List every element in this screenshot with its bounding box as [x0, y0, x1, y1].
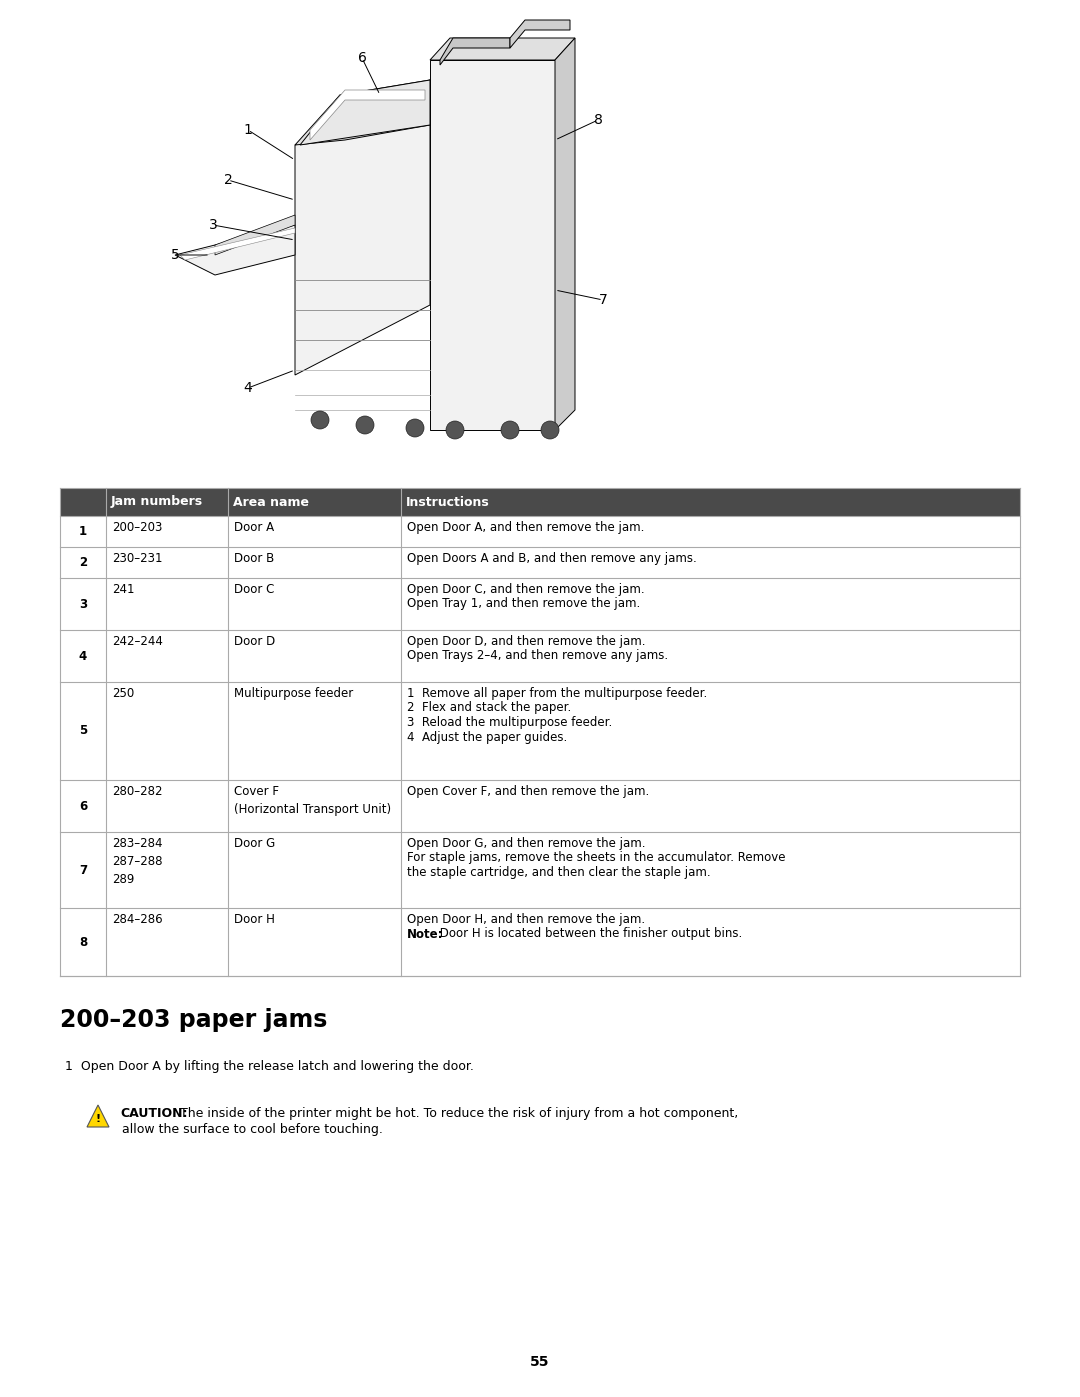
Text: 8: 8 — [594, 113, 603, 127]
Text: 1: 1 — [79, 525, 87, 538]
Text: 280–282: 280–282 — [112, 785, 163, 798]
Text: 4  Adjust the paper guides.: 4 Adjust the paper guides. — [407, 731, 567, 743]
Circle shape — [406, 419, 424, 437]
Polygon shape — [87, 1105, 109, 1127]
Text: 230–231: 230–231 — [112, 552, 163, 564]
Text: 242–244: 242–244 — [112, 636, 163, 648]
Text: 2: 2 — [224, 173, 232, 187]
Text: CAUTION:: CAUTION: — [120, 1106, 188, 1120]
Text: Door B: Door B — [234, 552, 274, 564]
Bar — [60, 682, 1020, 780]
Polygon shape — [295, 80, 430, 374]
Text: Open Door H, and then remove the jam.: Open Door H, and then remove the jam. — [407, 914, 645, 926]
Text: The inside of the printer might be hot. To reduce the risk of injury from a hot : The inside of the printer might be hot. … — [176, 1106, 739, 1120]
Bar — [60, 578, 1020, 630]
Polygon shape — [430, 38, 575, 60]
Text: 3: 3 — [79, 598, 87, 610]
Bar — [60, 488, 1020, 515]
Text: Cover F
(Horizontal Transport Unit): Cover F (Horizontal Transport Unit) — [234, 785, 391, 816]
Text: 2  Flex and stack the paper.: 2 Flex and stack the paper. — [407, 701, 571, 714]
Bar — [60, 548, 1020, 578]
Text: Open Door C, and then remove the jam.: Open Door C, and then remove the jam. — [407, 583, 645, 597]
Polygon shape — [215, 215, 295, 256]
Polygon shape — [300, 80, 430, 145]
Text: Note:: Note: — [407, 928, 443, 940]
Text: 5: 5 — [79, 725, 87, 738]
Text: 6: 6 — [79, 799, 87, 813]
Polygon shape — [510, 20, 570, 47]
Text: 7: 7 — [79, 863, 87, 876]
Text: 200–203 paper jams: 200–203 paper jams — [60, 1009, 327, 1032]
Polygon shape — [440, 38, 510, 66]
Bar — [60, 630, 1020, 682]
Text: 4: 4 — [79, 650, 87, 662]
Text: 7: 7 — [598, 293, 607, 307]
Text: 250: 250 — [112, 687, 134, 700]
Circle shape — [356, 416, 374, 434]
Text: 1  Remove all paper from the multipurpose feeder.: 1 Remove all paper from the multipurpose… — [407, 687, 707, 700]
Text: 241: 241 — [112, 583, 135, 597]
Text: 2: 2 — [79, 556, 87, 569]
Bar — [60, 515, 1020, 548]
Text: 3: 3 — [208, 218, 217, 232]
Text: Open Door D, and then remove the jam.: Open Door D, and then remove the jam. — [407, 636, 646, 648]
Text: Door G: Door G — [234, 837, 275, 849]
Text: Door H is located between the finisher output bins.: Door H is located between the finisher o… — [436, 928, 742, 940]
Text: Open Trays 2–4, and then remove any jams.: Open Trays 2–4, and then remove any jams… — [407, 650, 667, 662]
Text: allow the surface to cool before touching.: allow the surface to cool before touchin… — [122, 1123, 383, 1136]
Text: Open Cover F, and then remove the jam.: Open Cover F, and then remove the jam. — [407, 785, 649, 798]
Text: 3  Reload the multipurpose feeder.: 3 Reload the multipurpose feeder. — [407, 717, 612, 729]
Circle shape — [311, 411, 329, 429]
Text: Door H: Door H — [234, 914, 275, 926]
Text: 5: 5 — [171, 249, 179, 263]
Text: Door C: Door C — [234, 583, 274, 597]
Text: 200–203: 200–203 — [112, 521, 162, 534]
Polygon shape — [295, 80, 430, 145]
Text: 283–284
287–288
289: 283–284 287–288 289 — [112, 837, 163, 886]
Text: Area name: Area name — [233, 496, 309, 509]
Text: Instructions: Instructions — [406, 496, 489, 509]
Bar — [60, 780, 1020, 833]
Text: 6: 6 — [357, 52, 366, 66]
Bar — [60, 833, 1020, 908]
Circle shape — [446, 420, 464, 439]
Polygon shape — [555, 38, 575, 430]
Polygon shape — [175, 225, 295, 275]
Circle shape — [541, 420, 559, 439]
Text: 8: 8 — [79, 936, 87, 949]
Text: 4: 4 — [244, 381, 253, 395]
Polygon shape — [310, 89, 426, 140]
Text: For staple jams, remove the sheets in the accumulator. Remove: For staple jams, remove the sheets in th… — [407, 852, 785, 865]
Text: Door A: Door A — [234, 521, 274, 534]
Text: Open Door A, and then remove the jam.: Open Door A, and then remove the jam. — [407, 521, 644, 534]
Text: 284–286: 284–286 — [112, 914, 163, 926]
Text: 1: 1 — [244, 123, 253, 137]
Text: Open Tray 1, and then remove the jam.: Open Tray 1, and then remove the jam. — [407, 598, 640, 610]
Text: Multipurpose feeder: Multipurpose feeder — [234, 687, 353, 700]
Text: Door D: Door D — [234, 636, 275, 648]
Polygon shape — [430, 60, 555, 430]
Text: !: ! — [95, 1113, 100, 1123]
Text: Open Door G, and then remove the jam.: Open Door G, and then remove the jam. — [407, 837, 646, 849]
Text: Open Doors A and B, and then remove any jams.: Open Doors A and B, and then remove any … — [407, 552, 697, 564]
Text: 1  Open Door A by lifting the release latch and lowering the door.: 1 Open Door A by lifting the release lat… — [65, 1060, 474, 1073]
Text: 55: 55 — [530, 1355, 550, 1369]
Text: Jam numbers: Jam numbers — [111, 496, 203, 509]
Circle shape — [501, 420, 519, 439]
Polygon shape — [180, 228, 295, 260]
Bar — [60, 908, 1020, 977]
Text: the staple cartridge, and then clear the staple jam.: the staple cartridge, and then clear the… — [407, 866, 711, 879]
